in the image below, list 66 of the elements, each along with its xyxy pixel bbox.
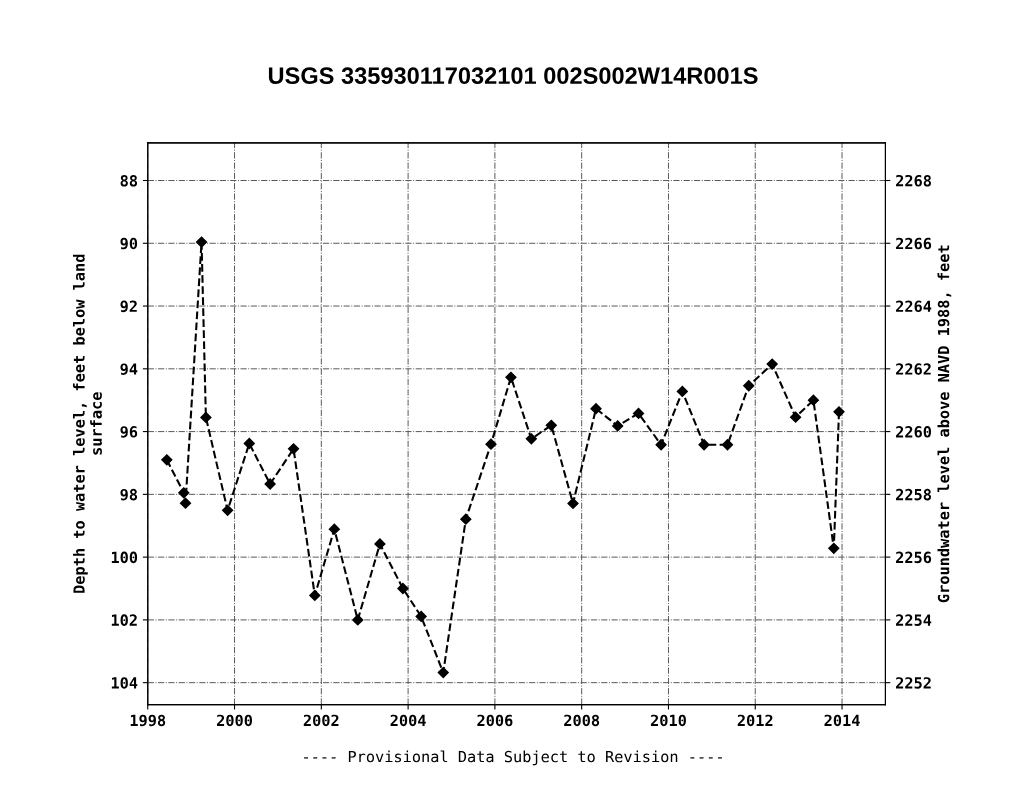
point xyxy=(676,385,688,398)
point xyxy=(721,439,734,451)
x-tick-label: 1998 xyxy=(130,714,166,727)
y-tick-label: 100 xyxy=(111,551,138,564)
text: ---- Provisional Data Subject to Revision ---- xyxy=(304,750,722,766)
point xyxy=(525,433,537,445)
y2-tick-label: 2258 xyxy=(896,488,931,501)
point xyxy=(178,487,190,499)
y-tick-label: 104 xyxy=(111,677,138,689)
point xyxy=(460,513,472,525)
point xyxy=(221,504,234,516)
point xyxy=(698,439,710,451)
point xyxy=(833,406,845,418)
y-tick-label: 88 xyxy=(120,174,138,187)
y2-tick-label: 2254 xyxy=(896,614,932,626)
x-tick-label: 2008 xyxy=(564,714,600,727)
x-tick-label: 2002 xyxy=(303,714,339,727)
y2-tick-label: 2260 xyxy=(896,426,932,438)
y2-tick-label: 2264 xyxy=(896,300,932,313)
point xyxy=(161,454,173,466)
x-tick-label: 2000 xyxy=(216,714,253,727)
y2-tick-label: 2252 xyxy=(896,677,931,689)
point xyxy=(655,439,667,451)
y2-axis-title: Groundwater level above NAVD 1988, feet xyxy=(937,245,952,603)
x-tick-label: 2004 xyxy=(390,714,426,727)
point xyxy=(590,403,602,415)
x-tick-label: 2014 xyxy=(824,714,860,727)
point xyxy=(766,358,778,370)
y-tick-label: 102 xyxy=(111,614,137,626)
point xyxy=(264,478,276,490)
y2-tick-label: 2256 xyxy=(896,551,932,564)
y-tick-label: 90 xyxy=(120,237,138,250)
point xyxy=(243,437,255,450)
y-axis-title: Depth to water level, feet below land surface xyxy=(72,254,102,593)
point xyxy=(632,407,645,419)
y-tick-label: 94 xyxy=(120,363,138,375)
point xyxy=(415,610,427,623)
point xyxy=(485,438,497,450)
point xyxy=(397,582,409,595)
point xyxy=(505,371,517,383)
point xyxy=(195,236,208,248)
y2-tick-label: 2262 xyxy=(896,363,931,375)
point xyxy=(287,443,300,455)
y2-tick-label: 2266 xyxy=(896,237,932,250)
point xyxy=(374,538,386,550)
point xyxy=(309,589,321,602)
y-tick-label: 96 xyxy=(120,426,138,438)
y2-tick-label: 2268 xyxy=(896,174,931,187)
point xyxy=(352,614,364,626)
x-tick-label: 2010 xyxy=(650,714,686,727)
point xyxy=(179,497,192,509)
y-tick-label: 92 xyxy=(120,300,137,313)
point xyxy=(807,394,820,406)
point xyxy=(790,411,802,423)
point xyxy=(328,523,340,535)
point xyxy=(743,380,755,392)
point xyxy=(200,411,212,424)
y-tick-label: 98 xyxy=(120,488,138,501)
x-tick-label: 2012 xyxy=(737,714,773,727)
point xyxy=(545,419,557,431)
point xyxy=(612,420,624,432)
x-tick-label: 2006 xyxy=(477,714,513,727)
point xyxy=(437,667,449,679)
point xyxy=(567,497,579,510)
chart-title: USGS 335930117032101 002S002W14R001S xyxy=(268,67,758,85)
point xyxy=(828,542,840,554)
